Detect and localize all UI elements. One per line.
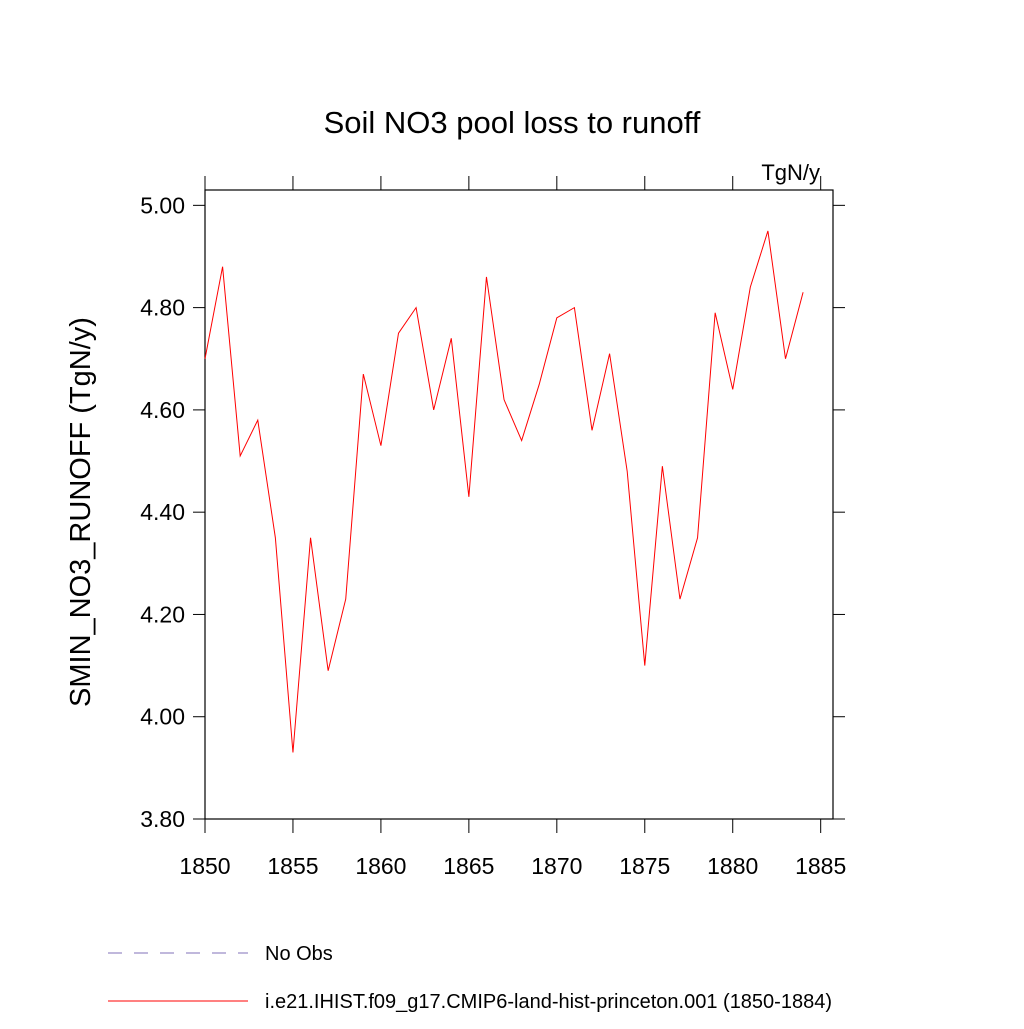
y-tick-label: 5.00	[140, 192, 185, 218]
x-tick-label: 1880	[707, 853, 758, 879]
y-tick-label: 4.40	[140, 499, 185, 525]
x-tick-label: 1865	[443, 853, 494, 879]
x-tick-label: 1870	[531, 853, 582, 879]
y-axis-label: SMIN_NO3_RUNOFF (TgN/y)	[65, 317, 97, 707]
x-tick-label: 1875	[619, 853, 670, 879]
units-label: TgN/y	[761, 160, 820, 185]
x-tick-label: 1885	[795, 853, 846, 879]
x-tick-label: 1850	[179, 853, 230, 879]
legend-label: i.e21.IHIST.f09_g17.CMIP6-land-hist-prin…	[265, 991, 832, 1013]
plot-frame	[204, 189, 834, 820]
legend-label: No Obs	[265, 943, 333, 965]
y-tick-label: 4.80	[140, 295, 185, 321]
y-tick-label: 4.60	[140, 397, 185, 423]
x-tick-label: 1860	[355, 853, 406, 879]
chart-title: Soil NO3 pool loss to runoff	[324, 105, 701, 140]
y-tick-label: 4.00	[140, 704, 185, 730]
y-tick-label: 4.20	[140, 601, 185, 627]
x-tick-label: 1855	[267, 853, 318, 879]
y-tick-label: 3.80	[140, 806, 185, 832]
data-line	[204, 230, 804, 753]
